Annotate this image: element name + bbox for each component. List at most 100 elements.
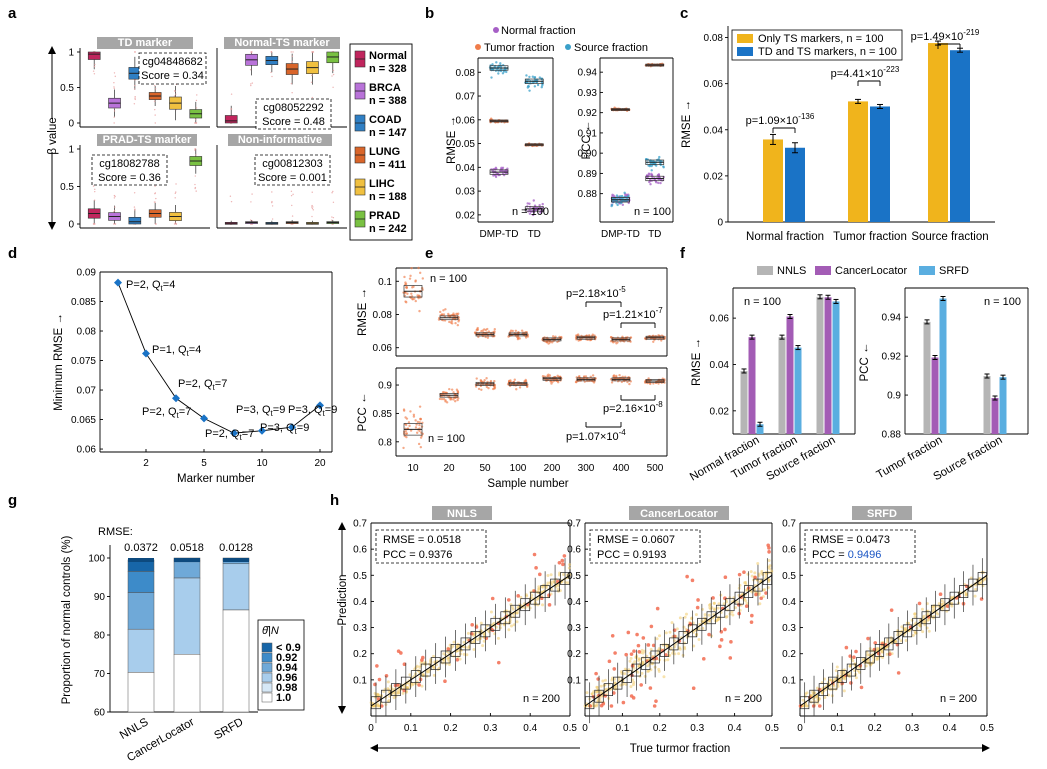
h-box <box>744 585 754 598</box>
e-top-point <box>408 277 412 280</box>
h-point <box>950 604 954 608</box>
a-probe-2: cg18082788 <box>99 158 160 170</box>
d-marker <box>142 349 150 358</box>
e-bot-n: n = 100 <box>428 433 465 445</box>
a-outlier <box>290 51 292 53</box>
g-stack-top <box>174 558 200 562</box>
b-rmse-point <box>490 76 493 79</box>
h-point <box>683 647 687 651</box>
a-legend-n-2: n = 147 <box>369 127 407 139</box>
h-outlier <box>631 696 636 700</box>
a-outlier <box>195 107 198 109</box>
h-point <box>904 626 908 630</box>
f-rmse-n: n = 100 <box>744 296 781 308</box>
b-rmse-point <box>538 76 542 79</box>
h-point <box>715 619 719 623</box>
h-point <box>861 657 865 661</box>
b-rmse-ytick-label: 0.07 <box>456 92 476 103</box>
h-box <box>659 644 670 657</box>
c-ytick-label: 0 <box>717 218 723 229</box>
h-point <box>758 602 762 606</box>
h-point <box>726 608 730 612</box>
e-top-point <box>509 329 513 332</box>
h-outlier <box>691 686 696 690</box>
h-outlier <box>728 656 733 660</box>
h-box <box>400 676 411 690</box>
h-point <box>663 658 667 662</box>
h-point <box>731 613 735 617</box>
h-point <box>599 684 603 688</box>
a-outlier <box>114 195 116 198</box>
a-ytick-label-0-1: 0.5 <box>60 83 74 94</box>
e-bot-point <box>409 410 412 413</box>
panel-letter-c: c <box>680 5 688 22</box>
h-outlier <box>613 651 617 655</box>
h-point <box>623 672 627 676</box>
h-point <box>765 572 769 576</box>
h-point <box>556 587 560 591</box>
e-bot-point <box>419 445 423 449</box>
e-bot-ytick-label: 0.8 <box>378 437 392 448</box>
c-ytick-label: 0.06 <box>704 79 724 90</box>
h-outlier <box>506 598 511 602</box>
a-outlier <box>195 122 197 124</box>
a-outlier <box>230 200 233 203</box>
e-top-point <box>447 312 450 316</box>
e-top-point <box>547 342 550 345</box>
a-title-1 <box>224 37 340 49</box>
b-legend-normal: Normal fraction <box>501 25 576 37</box>
h-box <box>921 611 931 625</box>
g-ytick-label: 100 <box>88 554 105 565</box>
h-point <box>932 604 936 608</box>
b-pcc-point <box>648 173 651 176</box>
e-bot-point <box>454 396 458 399</box>
h-outlier <box>707 632 711 637</box>
h-point <box>703 613 707 617</box>
h-point <box>613 681 617 685</box>
h-box <box>669 637 679 651</box>
h-xtick-label: 0 <box>582 723 588 734</box>
a-outlier <box>154 201 156 203</box>
h-point <box>466 631 470 635</box>
e-xtick-label: 200 <box>544 463 561 474</box>
h-ytick-label: 0.7 <box>567 519 581 530</box>
a-box <box>224 115 238 124</box>
h-outlier <box>632 649 636 653</box>
h-outlier <box>690 578 695 583</box>
h-point <box>904 639 908 643</box>
e-xtick-label: 20 <box>443 463 455 474</box>
g-rmse-title: RMSE: <box>98 526 133 538</box>
c-ytick-label: 0.02 <box>704 171 724 182</box>
e-top-point <box>543 336 546 339</box>
h-point <box>764 574 768 578</box>
d-point-label: P=2, Qt=7 <box>205 428 254 442</box>
a-outlier <box>271 205 274 207</box>
h-outlier <box>621 700 626 705</box>
b-pcc-point <box>615 202 618 205</box>
h-outlier <box>557 560 562 565</box>
e-top-point <box>482 328 486 331</box>
a-outlier <box>113 86 115 88</box>
h-point <box>913 612 917 616</box>
h-box <box>410 670 421 683</box>
e-top-point <box>442 313 446 316</box>
h-point <box>393 692 397 696</box>
a-outlier <box>230 93 233 95</box>
h-box <box>641 657 651 670</box>
e-top-point <box>419 271 422 275</box>
e-top-point <box>450 319 454 323</box>
e-top-point <box>421 277 424 280</box>
h-box <box>470 631 481 644</box>
h-point <box>401 691 405 695</box>
h-outlier <box>470 623 474 627</box>
h-point <box>544 586 548 590</box>
f-rmse-ytick-label: 0.06 <box>710 314 730 325</box>
a-outlier <box>292 193 294 196</box>
h-point <box>672 639 676 643</box>
h-point <box>833 678 837 682</box>
f-pcc-n: n = 100 <box>984 296 1021 308</box>
a-outlier <box>134 84 136 87</box>
h-xlabel-bg <box>580 740 780 756</box>
e-bot-point <box>414 426 418 429</box>
a-legend-n-4: n = 188 <box>369 191 407 203</box>
